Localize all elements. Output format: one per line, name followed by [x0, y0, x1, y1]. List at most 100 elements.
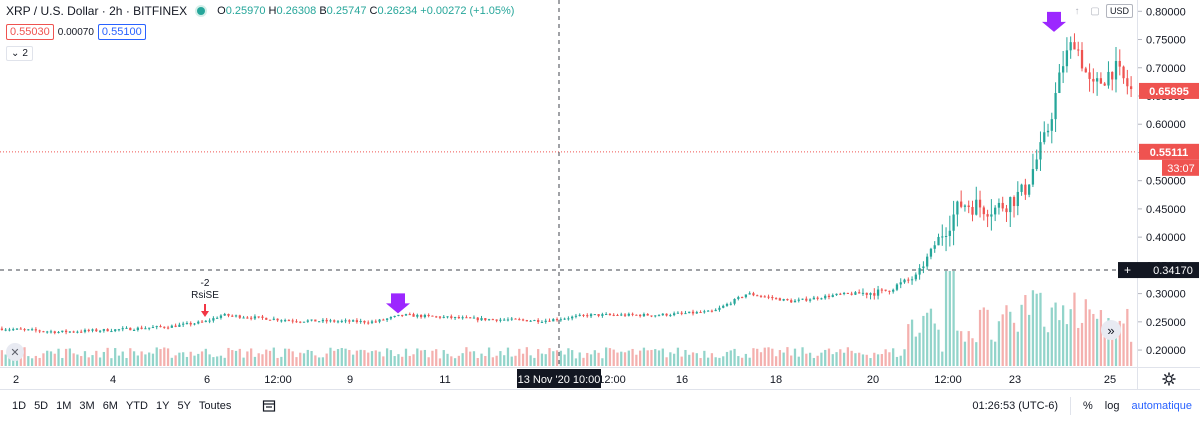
candle — [790, 298, 793, 304]
candle-body — [197, 321, 200, 324]
time-axis[interactable]: 2 4 6 12:00 9 11 12:00 16 18 20 12:00 23 25 13 Nov '2… — [0, 367, 1137, 389]
range-button-1y[interactable]: 1Y — [155, 400, 170, 412]
candle — [15, 328, 19, 331]
candle-body — [820, 298, 823, 300]
crosshair-time-label-bg — [517, 369, 601, 388]
range-button-5d[interactable]: 5D — [34, 400, 49, 412]
candle-body — [227, 313, 230, 316]
scroll-to-realtime-button[interactable]: » — [1101, 320, 1121, 340]
volume-bar — [42, 353, 45, 366]
reset-button-bg — [6, 343, 24, 361]
volume-bar — [499, 351, 502, 366]
price-axis[interactable]: 0.800000.750000.700000.650000.600000.550… — [1118, 0, 1200, 367]
candle-body — [1016, 191, 1019, 207]
candle-body — [193, 323, 196, 325]
candle-body — [155, 326, 158, 328]
symbol-title[interactable]: XRP / U.S. Dollar · 2h · BITFINEX — [6, 4, 188, 18]
indicators-toggle-button[interactable]: ⌄ 2 — [6, 46, 33, 61]
volume-bar — [778, 350, 782, 366]
range-button-3m[interactable]: 3M — [79, 400, 95, 412]
volume-bar — [706, 357, 710, 366]
volume-bar — [733, 348, 736, 366]
candle-body — [151, 327, 155, 329]
candle-body — [469, 317, 472, 319]
candle — [514, 318, 517, 320]
candle — [174, 323, 177, 328]
candle-body — [295, 321, 298, 323]
market-status-icon — [197, 7, 206, 15]
volume-bar — [385, 348, 389, 366]
candle — [465, 315, 468, 319]
volume-bar — [178, 352, 181, 366]
range-button-1d[interactable]: 1D — [12, 400, 27, 412]
candle — [650, 315, 653, 318]
range-button-toutes[interactable]: Toutes — [198, 400, 232, 412]
candle — [408, 312, 411, 316]
time-axis-scale[interactable]: 2 4 6 12:00 9 11 12:00 16 18 20 12:00 23 25 13 Nov '2… — [0, 368, 1137, 390]
volume-bar — [1035, 293, 1038, 366]
volume-bar — [503, 355, 506, 366]
chart-settings-button[interactable] — [1137, 367, 1200, 389]
auto-scale-toggle[interactable]: automatique — [1131, 400, 1192, 412]
volume-bar — [261, 354, 264, 366]
reset-chart-button[interactable]: ✕ — [6, 343, 24, 361]
candle-body — [605, 314, 608, 316]
candle — [1043, 121, 1046, 145]
candle — [216, 316, 219, 319]
candle — [8, 327, 11, 332]
volume-bar — [333, 350, 336, 366]
candle-body — [612, 314, 615, 316]
volume-bar — [310, 351, 313, 366]
buy-price-button[interactable]: 0.55100 — [97, 24, 146, 40]
volume-bar — [650, 349, 653, 366]
candle — [314, 319, 317, 322]
candle — [835, 293, 838, 296]
candle-body — [521, 319, 525, 321]
volume-bar — [329, 347, 332, 366]
candle — [427, 313, 430, 318]
volume-bar — [941, 351, 944, 366]
volume-bar — [699, 358, 702, 366]
price-axis-scale[interactable]: 0.800000.750000.700000.650000.600000.550… — [1118, 0, 1200, 367]
candle — [1092, 68, 1095, 94]
volume-bar — [83, 351, 87, 366]
volume-bars — [0, 271, 1133, 366]
arrow-up-icon[interactable]: ↑ — [1074, 5, 1080, 17]
candle — [960, 190, 963, 209]
crosshair-plus-icon: + — [1124, 263, 1131, 277]
range-button-6m[interactable]: 6M — [102, 400, 118, 412]
maximize-icon[interactable]: ▢ — [1090, 5, 1100, 17]
candle-body — [1077, 49, 1080, 51]
date-range-icon[interactable] — [262, 399, 276, 413]
percent-scale-toggle[interactable]: % — [1082, 400, 1093, 412]
volume-bar — [552, 351, 555, 366]
candle-body — [620, 314, 623, 316]
candle — [782, 298, 785, 302]
candle-body — [34, 329, 38, 331]
candle — [242, 315, 245, 319]
range-button-ytd[interactable]: YTD — [125, 400, 148, 412]
volume-bar — [1031, 290, 1035, 366]
candle — [49, 329, 53, 334]
sell-price-button[interactable]: 0.55030 — [6, 24, 54, 40]
log-scale-toggle[interactable]: log — [1104, 400, 1120, 412]
candle-body — [46, 331, 49, 333]
candle — [540, 320, 544, 323]
candle — [510, 316, 513, 321]
candle — [246, 316, 249, 319]
price-line-label: 0.55111 — [1150, 147, 1189, 159]
clock-timezone[interactable]: 01:26:53 (UTC-6) — [972, 400, 1058, 412]
candle — [975, 186, 978, 216]
range-button-5y[interactable]: 5Y — [177, 400, 191, 412]
candle — [725, 302, 729, 307]
candle — [605, 312, 608, 316]
candle — [491, 318, 494, 321]
currency-button[interactable]: USD — [1105, 4, 1133, 18]
candle — [250, 316, 253, 321]
range-button-1m[interactable]: 1M — [56, 400, 72, 412]
candle-body — [246, 317, 249, 319]
volume-bar — [1107, 318, 1110, 366]
chart-pane[interactable]: -2 RsiSE ✕ » XRP / U.S. Dollar · 2h · BITFI… — [0, 0, 1137, 367]
candle-body — [336, 321, 340, 323]
